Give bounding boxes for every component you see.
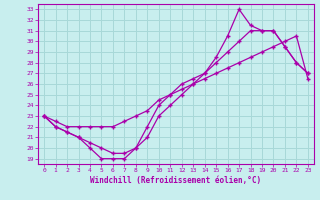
X-axis label: Windchill (Refroidissement éolien,°C): Windchill (Refroidissement éolien,°C) — [91, 176, 261, 185]
